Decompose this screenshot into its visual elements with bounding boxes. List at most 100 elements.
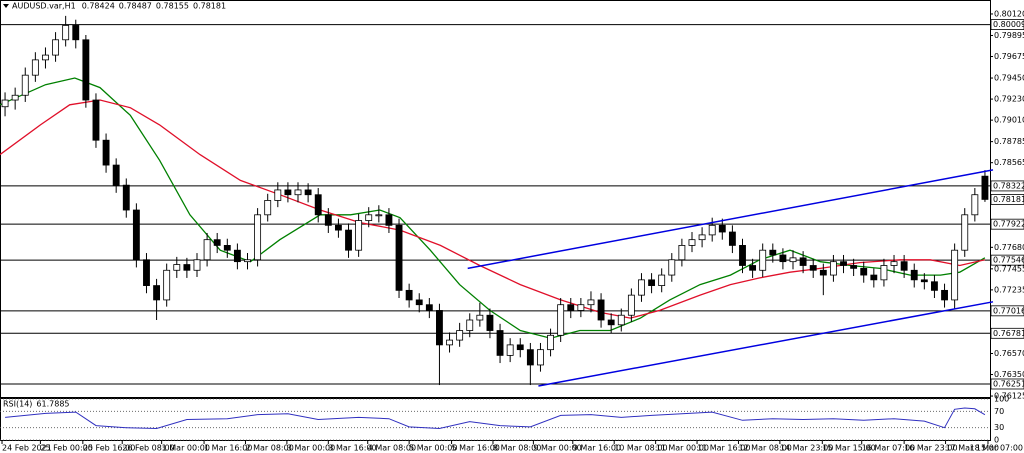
candle-body: [698, 234, 706, 241]
level-label: 0.77922: [993, 220, 1024, 229]
candle-body: [506, 344, 514, 356]
x-tick-label: 3 Mar 16:00: [328, 444, 376, 453]
candle-body: [153, 285, 161, 301]
candle-body: [254, 214, 262, 261]
candle-body: [961, 214, 969, 251]
y-tick-label: 0.78565: [994, 158, 1024, 167]
last-price-label: 0.78181: [993, 195, 1024, 204]
candle-body: [759, 249, 767, 271]
level-label: 0.77546: [993, 256, 1024, 265]
x-tick-label: 2 Mar 08:00: [245, 444, 293, 453]
candle-body: [829, 261, 837, 276]
level-label-box: [990, 254, 1024, 266]
x-tick-label: 15 Mar 15:00: [822, 444, 875, 453]
x-tick-label: 24 Feb 2021: [2, 444, 52, 453]
candle-body: [557, 304, 565, 336]
header-value: 0.78487: [119, 2, 152, 11]
candle-body: [62, 25, 70, 41]
rsi-tick-label: 100: [994, 395, 1009, 404]
candle-body: [890, 261, 898, 266]
candle-body: [769, 249, 777, 256]
candle-body: [941, 289, 948, 301]
candle-body: [749, 265, 757, 271]
candle-body: [385, 214, 393, 226]
level-label-box: [990, 218, 1024, 230]
level-label: 0.77016: [993, 306, 1024, 315]
rsi-pane-frame: [0, 398, 991, 441]
candle-body: [11, 94, 19, 101]
candle-body: [627, 294, 635, 316]
candle-body: [931, 281, 938, 291]
candle-body: [537, 349, 544, 366]
candle-body: [425, 304, 433, 311]
last-price-box: [990, 194, 1024, 205]
candle-body: [415, 299, 423, 306]
candle-body: [395, 224, 403, 291]
x-tick-label: 12 Mar 08:00: [738, 444, 791, 453]
level-label-box: [990, 378, 1024, 390]
candle-body: [718, 224, 726, 233]
candle-body: [334, 224, 342, 231]
rsi-line: [5, 407, 986, 430]
candle-body: [304, 189, 312, 196]
x-tick-label: 16 Mar 23:00: [904, 444, 957, 453]
chart-title: AUDUSD.var,H1: [12, 2, 76, 11]
candle-body: [648, 279, 656, 286]
x-tick-label: 25 Feb 16:00: [83, 444, 135, 453]
trendline: [467, 169, 994, 270]
candle-body: [324, 214, 332, 226]
candle-body: [819, 269, 827, 276]
candle-body: [587, 299, 595, 306]
candle-body: [708, 224, 716, 236]
candle-body: [274, 189, 282, 201]
header-value: 0.78181: [193, 2, 226, 11]
candle-body: [143, 259, 150, 286]
candle-body: [567, 304, 575, 311]
x-tick-label: 11 Mar 16:00: [697, 444, 750, 453]
candle-body: [52, 39, 59, 56]
candle-body: [436, 310, 443, 346]
x-tick-label: 17 Mar 15:00: [946, 444, 999, 453]
level-label-box: [990, 305, 1024, 317]
y-tick-label: 0.76570: [994, 349, 1024, 358]
level-label: 0.76781: [993, 329, 1024, 338]
candle-body: [870, 274, 878, 281]
candle-body: [183, 264, 191, 271]
candle-body: [728, 231, 736, 246]
candle-body: [21, 74, 29, 96]
candle-body: [456, 330, 464, 341]
y-tick-label: 0.77455: [994, 264, 1024, 273]
candle-body: [981, 175, 989, 200]
candle-body: [476, 314, 484, 321]
x-tick-label: 1 Mar 00:00: [162, 444, 210, 453]
y-tick-label: 0.79010: [994, 116, 1024, 125]
candle-body: [486, 314, 494, 331]
y-tick-label: 0.77235: [994, 285, 1024, 294]
main-pane-frame: [0, 0, 991, 398]
candle-body: [951, 249, 959, 301]
x-tick-label: 26 Feb 08:00: [122, 444, 174, 453]
candle-body: [92, 99, 100, 141]
candle-body: [294, 189, 302, 196]
candle-body: [910, 269, 918, 281]
candle-body: [920, 279, 928, 283]
level-label-box: [990, 19, 1024, 30]
rsi-value: 61.7885: [36, 400, 69, 409]
candle-body: [840, 261, 847, 266]
candle-body: [102, 139, 110, 166]
candle-body: [900, 261, 908, 271]
y-tick-label: 0.78785: [994, 137, 1024, 146]
candle-body: [880, 265, 888, 281]
candle-body: [112, 164, 120, 186]
candle-body: [860, 267, 868, 276]
level-label: 0.76251: [993, 379, 1024, 388]
rsi-tick-label: 70: [994, 407, 1004, 416]
candle-body: [132, 209, 140, 261]
candle-body: [516, 344, 524, 351]
x-tick-label: 9 Mar 16:00: [573, 444, 621, 453]
candle-body: [173, 264, 181, 271]
level-label-box: [990, 180, 1024, 192]
x-tick-label: 5 Mar 16:00: [452, 444, 500, 453]
